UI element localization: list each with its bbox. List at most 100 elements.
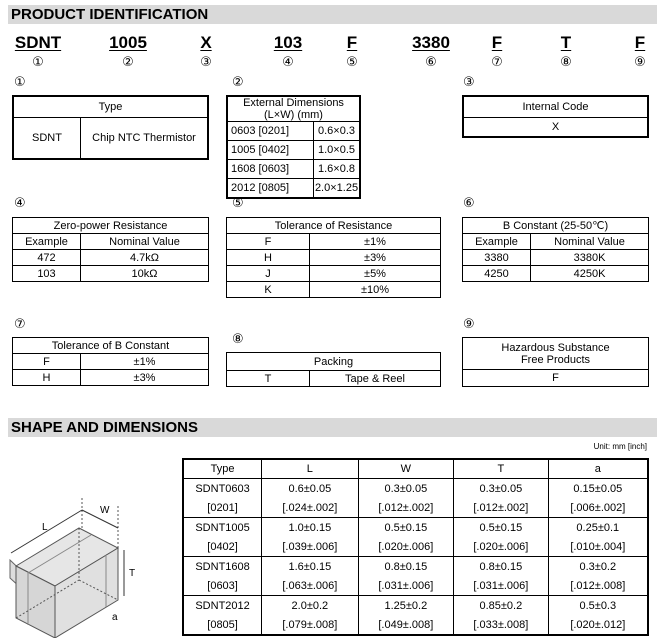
cell-w: [.012±.002] [357,498,455,518]
key-cell: T [226,370,310,387]
value-cell: ±1% [309,233,441,250]
cell-t: [.020±.006] [453,537,549,557]
cell-a: 0.5±0.3 [547,595,649,615]
cell-l: [.079±.008] [261,615,359,636]
zero-power-resistance-table: Zero-power Resistance Example Nominal Val… [12,217,209,282]
table-row: [0603] [.063±.006] [.031±.006] [.031±.006][… [182,576,649,596]
table-row: F ±1% [226,233,441,250]
table-row: T Tape & Reel [226,370,441,387]
key-cell: 3380 [462,249,531,266]
cell-a: 0.25±0.1 [547,517,649,537]
cell-l: 0.6±0.05 [261,478,359,498]
cell-l: [.063±.006] [261,576,359,596]
table-row: H ±3% [12,369,209,386]
key-cell: 472 [12,249,81,266]
internal-header: Internal Code [462,95,649,118]
key-cell: 103 [12,265,81,282]
value-cell: 2.0×1.25 [313,178,361,198]
cell-t: 0.5±0.15 [453,517,549,537]
unit-label: Unit: mm [inch] [593,442,647,451]
cell-w: 0.8±0.15 [357,556,455,576]
bc-col-nominal: Nominal Value [530,233,649,250]
code-part: X [200,33,212,52]
type-code: SDNT [12,116,81,160]
code-part: F [491,33,503,52]
key-cell: 0603 [0201] [226,121,314,141]
cell-l: 2.0±0.2 [261,595,359,615]
value-cell: 1.0×0.5 [313,140,361,160]
key-cell: H [12,369,81,386]
value-cell: ±5% [309,265,441,282]
cell-l: 1.6±0.15 [261,556,359,576]
marker-4: ④ [14,196,26,211]
cell-t: [.012±.002] [453,498,549,518]
cell-w: 0.3±0.05 [357,478,455,498]
cell-t: [.033±.008] [453,615,549,636]
code-number: ⑤ [346,55,358,70]
cell-type: [0402] [182,537,263,557]
value-cell: ±1% [80,353,209,370]
cell-a: [.006±.002] [547,498,649,518]
column-header-l: L [261,458,359,479]
cell-l: 1.0±0.15 [261,517,359,537]
cell-w: [.049±.008] [357,615,455,636]
table-row: 4250 4250K [462,265,649,282]
b-constant-table: B Constant (25-50℃) Example Nominal Value… [462,217,649,282]
cell-type: [0805] [182,615,263,636]
code-part: 1005 [109,33,147,52]
key-cell: 4250 [462,265,531,282]
zp-col-nominal: Nominal Value [80,233,209,250]
code-number: ⑨ [634,55,646,70]
label-W: W [100,505,110,516]
type-table: Type SDNT Chip NTC Thermistor [12,95,209,160]
table-row: J ±5% [226,265,441,282]
cell-l: [.039±.006] [261,537,359,557]
zp-header: Zero-power Resistance [12,217,209,234]
key-cell: K [226,281,310,298]
tolerance-b-constant-table: Tolerance of B Constant F ±1% H ±3% [12,337,209,386]
table-row: SDNT0603 0.6±0.05 0.3±0.05 0.3±0.05 0.15±0.0… [182,478,649,498]
value-cell: 10kΩ [80,265,209,282]
bc-header: B Constant (25-50℃) [462,217,649,234]
cell-type: SDNT2012 [182,595,263,615]
table-row: SDNT1005 1.0±0.15 0.5±0.15 0.5±0.15 0.25±0.1 [182,517,649,537]
table-row: 2012 [0805] 2.0×1.25 [226,178,361,198]
code-number: ④ [282,55,294,70]
tb-header: Tolerance of B Constant [12,337,209,354]
table-row: 3380 3380K [462,249,649,266]
key-cell: J [226,265,310,282]
code-part: F [634,33,646,52]
cell-w: 1.25±0.2 [357,595,455,615]
table-row: F ±1% [12,353,209,370]
table-row: SDNT1608 1.6±0.15 0.8±0.15 0.8±0.15 0.3±0.2 [182,556,649,576]
zp-col-example: Example [12,233,81,250]
table-row: H ±3% [226,249,441,266]
label-L: L [42,522,48,533]
section-title-product-identification: PRODUCT IDENTIFICATION [8,5,657,24]
key-cell: F [226,233,310,250]
value-cell: ±3% [309,249,441,266]
code-number: ② [122,55,134,70]
cell-type: [0603] [182,576,263,596]
table-row: 103 10kΩ [12,265,209,282]
marker-3: ③ [463,75,475,90]
hz-header-line2: Free Products [520,353,591,366]
cell-type: SDNT0603 [182,478,263,498]
value-cell: 3380K [530,249,649,266]
key-cell: 1005 [0402] [226,140,314,160]
type-desc: Chip NTC Thermistor [80,116,209,160]
code-number: ① [32,55,44,70]
table-row: [0805] [.079±.008] [.049±.008] [.033±.008][… [182,615,649,636]
table-row: K ±10% [226,281,441,298]
table-row: 1005 [0402] 1.0×0.5 [226,140,361,160]
section-title-shape-dimensions: SHAPE AND DIMENSIONS [8,418,657,437]
hazardous-substance-table: Hazardous Substance Free Products F [462,337,649,387]
key-cell: 1608 [0603] [226,159,314,179]
value-cell: 1.6×0.8 [313,159,361,179]
cell-t: [.031±.006] [453,576,549,596]
code-part: T [560,33,572,52]
marker-9: ⑨ [463,317,475,332]
value-cell: Tape & Reel [309,370,441,387]
table-row: [0402] [.039±.006] [.020±.006] [.020±.006][… [182,537,649,557]
